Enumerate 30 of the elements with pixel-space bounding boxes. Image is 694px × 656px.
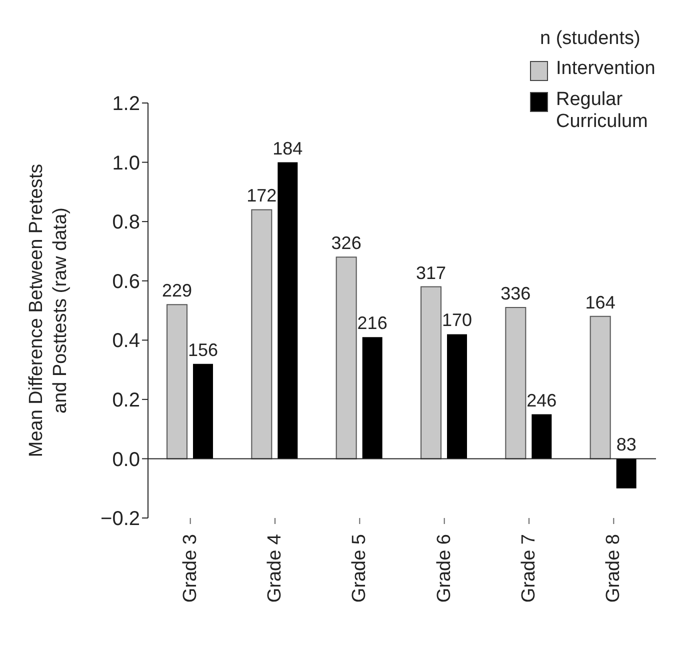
legend-label: Regular Curriculum <box>556 89 649 133</box>
x-tick-label: Grade 3 <box>180 534 201 603</box>
y-tick-label: 1.2 <box>112 93 140 116</box>
y-tick-label: 0.2 <box>112 390 140 412</box>
annotation: 172 <box>246 186 277 206</box>
legend-title: n (students) <box>540 28 642 50</box>
x-tick-label: Grade 6 <box>434 534 455 603</box>
annotation: 317 <box>416 262 446 283</box>
annotation: 156 <box>188 340 218 360</box>
y-tick-label: 0.0 <box>112 448 140 471</box>
annotation: 229 <box>162 280 192 301</box>
x-tick-label: Grade 8 <box>603 534 624 603</box>
annotation: 170 <box>442 310 472 330</box>
legend-label: Intervention <box>556 58 656 80</box>
annotation: 326 <box>331 233 362 254</box>
annotation: 336 <box>500 284 531 304</box>
annotation: 216 <box>357 313 388 334</box>
x-tick-label: Grade 4 <box>264 534 286 603</box>
annotation: 184 <box>272 138 303 158</box>
y-tick-label: 0.6 <box>112 270 140 293</box>
y-tick-label: 1.0 <box>112 152 140 174</box>
annotation: 246 <box>526 390 557 410</box>
x-tick-label: Grade 7 <box>518 534 540 603</box>
y-tick-label: 0.8 <box>112 212 140 234</box>
x-tick-label: Grade 5 <box>349 534 370 603</box>
annotation: 83 <box>616 434 636 455</box>
y-tick-label: −0.2 <box>100 508 140 530</box>
annotation: 164 <box>585 292 616 312</box>
y-tick-label: 0.4 <box>112 330 140 352</box>
y-axis-title: Mean Difference Between Pretests and Posttests (raw data) <box>26 164 71 458</box>
